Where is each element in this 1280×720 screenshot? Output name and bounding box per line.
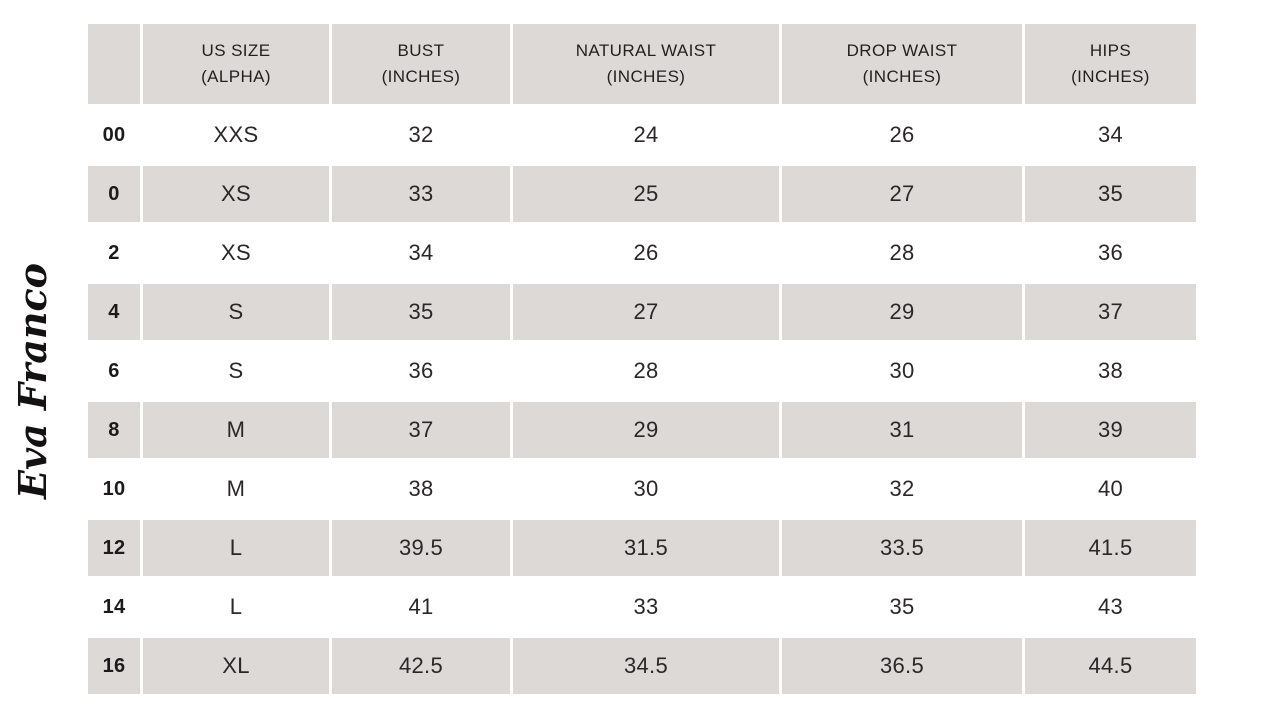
natural-waist-cell: 34.5	[513, 638, 779, 694]
hips-cell: 43	[1025, 579, 1196, 635]
col-header-hips: HIPS (INCHES)	[1025, 24, 1196, 104]
natural-waist-cell: 27	[513, 284, 779, 340]
hips-cell: 41.5	[1025, 520, 1196, 576]
us-size-cell: 4	[88, 284, 140, 340]
natural-waist-cell: 25	[513, 166, 779, 222]
col-header-natural-waist: NATURAL WAIST (INCHES)	[513, 24, 779, 104]
col-header-bust: BUST (INCHES)	[332, 24, 510, 104]
drop-waist-cell: 27	[782, 166, 1022, 222]
us-size-cell: 2	[88, 225, 140, 281]
natural-waist-cell: 31.5	[513, 520, 779, 576]
bust-cell: 38	[332, 461, 510, 517]
alpha-size-cell: S	[143, 343, 329, 399]
eva-franco-logo: Eva Franco	[0, 258, 92, 504]
drop-waist-cell: 30	[782, 343, 1022, 399]
natural-waist-cell: 30	[513, 461, 779, 517]
bust-cell: 33	[332, 166, 510, 222]
alpha-size-cell: XL	[143, 638, 329, 694]
col-header-us-size-alpha: US SIZE (ALPHA)	[143, 24, 329, 104]
hips-cell: 37	[1025, 284, 1196, 340]
bust-cell: 35	[332, 284, 510, 340]
bust-cell: 41	[332, 579, 510, 635]
table-row: 6 S 36 28 30 38	[88, 343, 1196, 399]
drop-waist-cell: 26	[782, 107, 1022, 163]
hips-cell: 38	[1025, 343, 1196, 399]
us-size-cell: 10	[88, 461, 140, 517]
drop-waist-cell: 29	[782, 284, 1022, 340]
drop-waist-cell: 28	[782, 225, 1022, 281]
bust-cell: 42.5	[332, 638, 510, 694]
hips-cell: 44.5	[1025, 638, 1196, 694]
table-row: 4 S 35 27 29 37	[88, 284, 1196, 340]
size-chart-table: US SIZE (ALPHA) BUST (INCHES) NATURAL WA…	[85, 21, 1199, 697]
natural-waist-cell: 33	[513, 579, 779, 635]
table-row: 10 M 38 30 32 40	[88, 461, 1196, 517]
hips-cell: 39	[1025, 402, 1196, 458]
natural-waist-cell: 26	[513, 225, 779, 281]
us-size-cell: 00	[88, 107, 140, 163]
col-header-drop-waist: DROP WAIST (INCHES)	[782, 24, 1022, 104]
drop-waist-cell: 32	[782, 461, 1022, 517]
natural-waist-cell: 24	[513, 107, 779, 163]
table-row: 2 XS 34 26 28 36	[88, 225, 1196, 281]
bust-cell: 36	[332, 343, 510, 399]
bust-cell: 37	[332, 402, 510, 458]
table-row: 14 L 41 33 35 43	[88, 579, 1196, 635]
bust-cell: 34	[332, 225, 510, 281]
alpha-size-cell: XS	[143, 225, 329, 281]
drop-waist-cell: 36.5	[782, 638, 1022, 694]
table-row: 0 XS 33 25 27 35	[88, 166, 1196, 222]
bust-cell: 32	[332, 107, 510, 163]
hips-cell: 36	[1025, 225, 1196, 281]
alpha-size-cell: XS	[143, 166, 329, 222]
drop-waist-cell: 35	[782, 579, 1022, 635]
hips-cell: 34	[1025, 107, 1196, 163]
alpha-size-cell: M	[143, 461, 329, 517]
bust-cell: 39.5	[332, 520, 510, 576]
table-row: 00 XXS 32 24 26 34	[88, 107, 1196, 163]
table-row: 8 M 37 29 31 39	[88, 402, 1196, 458]
table-row: 16 XL 42.5 34.5 36.5 44.5	[88, 638, 1196, 694]
us-size-cell: 14	[88, 579, 140, 635]
us-size-cell: 6	[88, 343, 140, 399]
alpha-size-cell: L	[143, 520, 329, 576]
col-header-blank	[88, 24, 140, 104]
alpha-size-cell: M	[143, 402, 329, 458]
alpha-size-cell: S	[143, 284, 329, 340]
us-size-cell: 8	[88, 402, 140, 458]
us-size-cell: 16	[88, 638, 140, 694]
eva-franco-logo-text: Eva Franco	[10, 263, 55, 500]
drop-waist-cell: 33.5	[782, 520, 1022, 576]
header-row: US SIZE (ALPHA) BUST (INCHES) NATURAL WA…	[88, 24, 1196, 104]
hips-cell: 35	[1025, 166, 1196, 222]
eva-franco-logo-svg: Eva Franco	[10, 263, 55, 500]
table-row: 12 L 39.5 31.5 33.5 41.5	[88, 520, 1196, 576]
alpha-size-cell: L	[143, 579, 329, 635]
us-size-cell: 0	[88, 166, 140, 222]
hips-cell: 40	[1025, 461, 1196, 517]
alpha-size-cell: XXS	[143, 107, 329, 163]
drop-waist-cell: 31	[782, 402, 1022, 458]
natural-waist-cell: 28	[513, 343, 779, 399]
natural-waist-cell: 29	[513, 402, 779, 458]
us-size-cell: 12	[88, 520, 140, 576]
